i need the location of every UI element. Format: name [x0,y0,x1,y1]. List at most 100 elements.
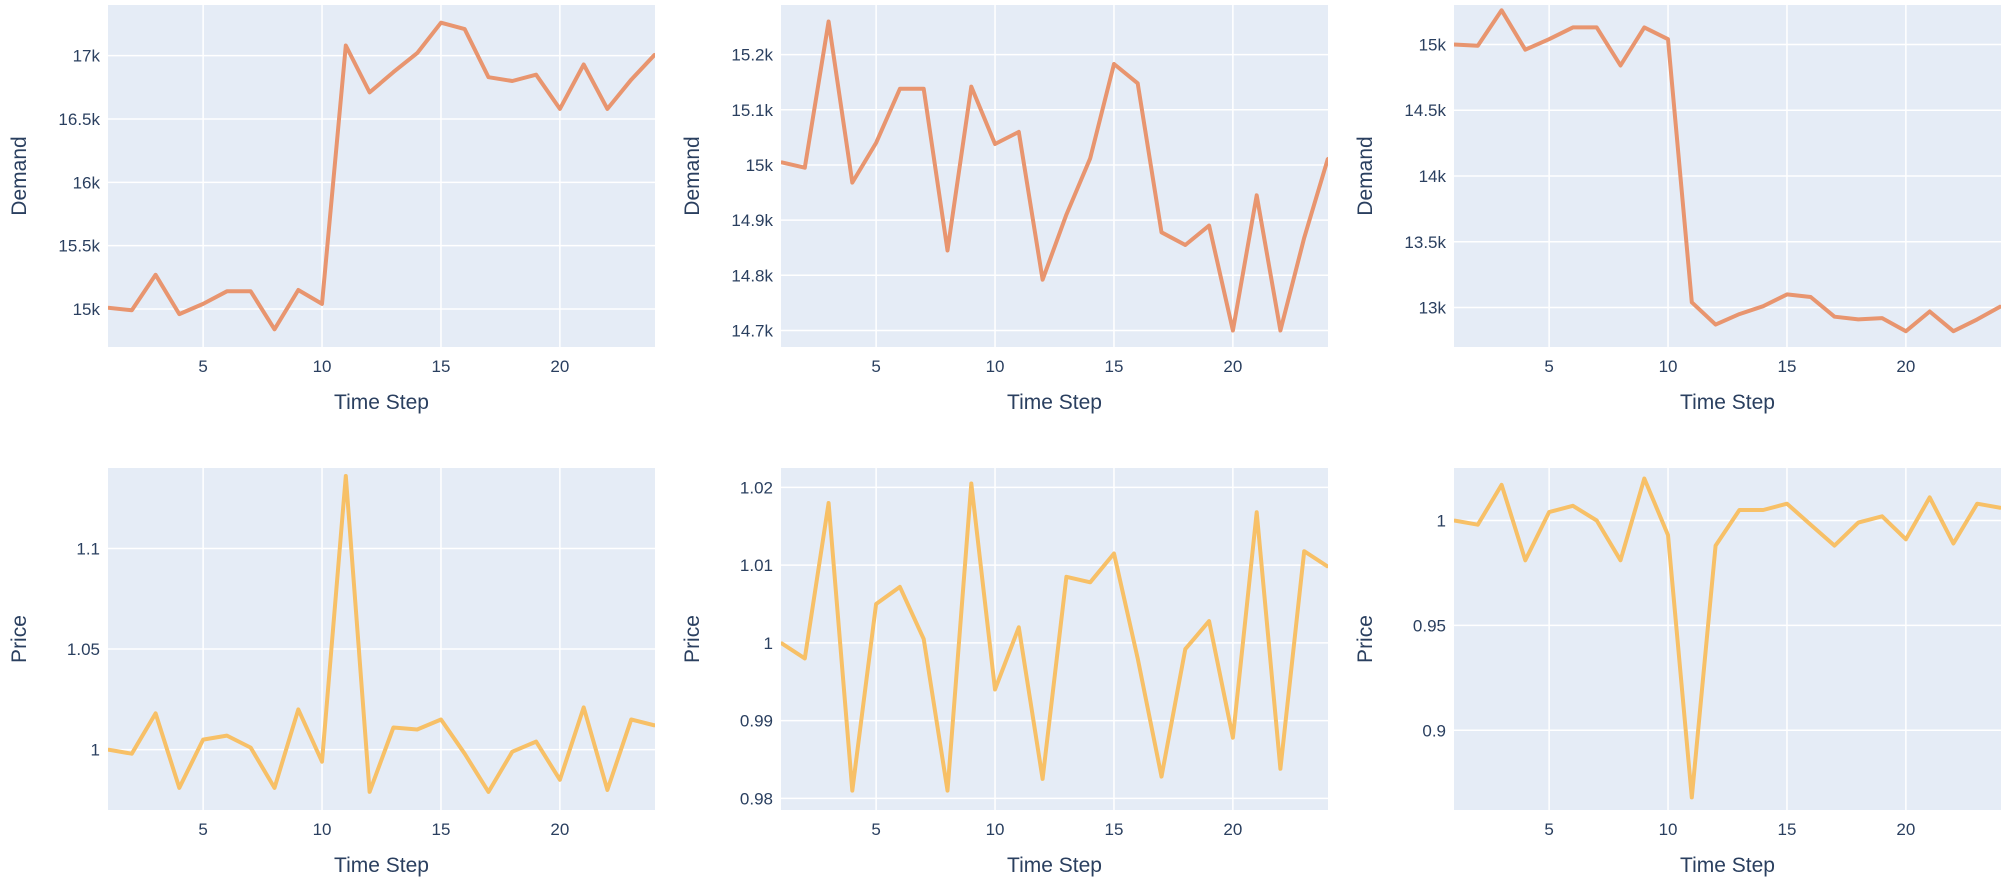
x-tick-label: 10 [1659,820,1678,839]
data-point [1278,328,1282,332]
data-point [1571,25,1575,29]
data-point [945,789,949,793]
y-tick-label: 15.5k [58,237,100,256]
data-point [154,273,158,277]
x-tick-label: 15 [1777,820,1796,839]
data-point [1476,523,1480,527]
data-point [1666,533,1670,537]
data-point [463,27,467,31]
x-tick-label: 20 [1896,820,1915,839]
y-tick-label: 1.01 [740,556,773,575]
data-point [874,141,878,145]
data-point [1017,130,1021,134]
y-tick-label: 1 [91,741,100,760]
x-tick-label: 15 [1104,820,1123,839]
plot-background [781,468,1328,810]
x-tick-label: 10 [986,357,1005,376]
subplot-1: 5 10 15 20 15k 15.5k 16k 16.5k 17k Time Step Deman… [8,5,655,414]
data-point [1160,230,1164,234]
data-point [1809,523,1813,527]
data-point [1500,8,1504,12]
data-point [1088,156,1092,160]
data-point [1255,193,1259,197]
data-point [415,728,419,732]
data-point [1618,558,1622,562]
data-point [1642,25,1646,29]
data-point [582,63,586,67]
data-point [225,289,229,293]
data-point [1523,558,1527,562]
subplot-6: 5 10 15 20 0.9 0.95 1 Time Step Price [1354,468,2001,877]
x-tick-label: 15 [1104,357,1123,376]
data-point [969,85,973,89]
data-point [922,637,926,641]
x-tick-label: 20 [550,357,569,376]
data-point [1523,48,1527,52]
data-point [898,87,902,91]
data-point [827,501,831,505]
data-point [1183,243,1187,247]
data-point [510,750,514,754]
data-point [874,602,878,606]
x-axis-title: Time Step [1680,854,1775,877]
data-point [1714,323,1718,327]
data-point [1454,42,1456,46]
data-point [1951,542,1955,546]
y-tick-label: 1 [764,634,773,653]
x-tick-label: 10 [1659,357,1678,376]
data-point [272,327,276,331]
y-tick-label: 0.9 [1422,721,1446,740]
data-point [320,760,324,764]
data-point [781,160,783,164]
data-point [993,688,997,692]
data-point [510,79,514,83]
data-point [922,87,926,91]
data-point [1833,315,1837,319]
data-point [1136,81,1140,85]
data-point [1207,619,1211,623]
data-point [1690,795,1694,799]
data-point [1904,537,1908,541]
y-tick-label: 15.1k [731,101,773,120]
data-point [108,748,110,752]
x-tick-label: 10 [986,820,1005,839]
data-point [1302,236,1306,240]
data-point [850,789,854,793]
data-point [487,790,491,794]
data-point [1999,304,2001,308]
y-tick-label: 1 [1437,511,1446,530]
data-point [1642,476,1646,480]
y-axis-title: Price [8,615,31,663]
series-line [1454,476,2001,800]
plot-background [781,5,1328,347]
y-axis-title: Demand [1354,136,1377,215]
x-tick-label: 20 [1896,357,1915,376]
data-point [1183,647,1187,651]
data-point [1112,62,1116,66]
y-tick-label: 14k [1419,167,1447,186]
data-point [463,752,467,756]
data-point [1975,502,1979,506]
x-tick-label: 15 [431,820,450,839]
data-point [827,20,831,24]
x-tick-label: 5 [871,357,880,376]
data-point [605,107,609,111]
x-tick-label: 10 [313,820,332,839]
data-point [1064,213,1068,217]
data-point [1547,37,1551,41]
x-tick-label: 20 [550,820,569,839]
data-point [1112,552,1116,555]
data-point [1064,575,1068,579]
data-point [368,90,372,94]
y-tick-label: 1.02 [740,478,773,497]
data-point [1975,317,1979,321]
data-point [249,746,253,750]
subplot-4: 5 10 15 20 1 1.05 1.1 Time Step Price [8,468,655,877]
x-axis-title: Time Step [1680,391,1775,414]
data-point [945,248,949,252]
data-point [201,302,205,306]
y-tick-label: 16.5k [58,110,100,129]
data-point [296,707,300,711]
data-point [1833,544,1837,548]
data-point [1714,544,1718,548]
